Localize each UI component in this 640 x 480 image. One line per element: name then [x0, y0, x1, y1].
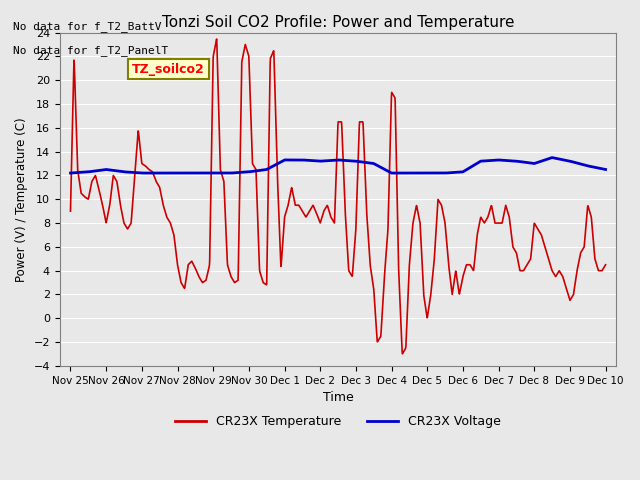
X-axis label: Time: Time — [323, 391, 353, 404]
Text: TZ_soilco2: TZ_soilco2 — [132, 62, 205, 75]
Text: No data for f_T2_BattV: No data for f_T2_BattV — [13, 21, 161, 32]
Y-axis label: Power (V) / Temperature (C): Power (V) / Temperature (C) — [15, 117, 28, 282]
Title: Tonzi Soil CO2 Profile: Power and Temperature: Tonzi Soil CO2 Profile: Power and Temper… — [162, 15, 515, 30]
Legend: CR23X Temperature, CR23X Voltage: CR23X Temperature, CR23X Voltage — [170, 410, 506, 433]
Text: No data for f_T2_PanelT: No data for f_T2_PanelT — [13, 45, 168, 56]
